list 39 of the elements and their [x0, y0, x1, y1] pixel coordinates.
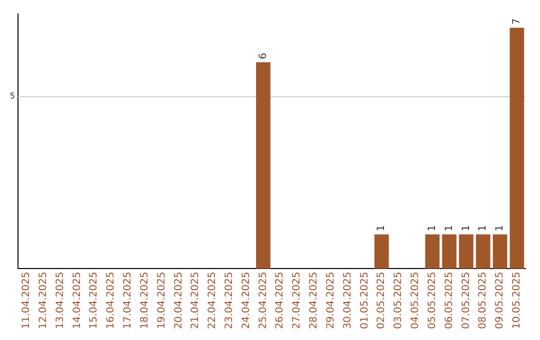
- x-tick-label: 19.04.2025: [156, 272, 168, 330]
- x-tick-label: 08.05.2025: [478, 272, 489, 330]
- ref-line-label: 5: [10, 92, 15, 101]
- x-tick-label: 23.04.2025: [224, 272, 236, 330]
- data-label: 6: [258, 52, 269, 60]
- data-label: 1: [376, 224, 388, 232]
- x-tick-label: 05.05.2025: [426, 272, 438, 330]
- data-label: 1: [426, 224, 438, 232]
- x-tick-label: 15.04.2025: [88, 272, 100, 330]
- x-tick-label: 26.04.2025: [274, 272, 286, 330]
- x-tick-label: 21.04.2025: [190, 272, 202, 330]
- x-tick-label: 13.04.2025: [54, 272, 66, 330]
- data-label: 1: [494, 224, 506, 232]
- x-tick-label: 30.04.2025: [342, 272, 354, 330]
- x-tick-label: 09.05.2025: [494, 272, 506, 330]
- x-tick-label: 01.05.2025: [359, 272, 370, 330]
- x-tick-label: 06.05.2025: [444, 272, 455, 330]
- x-tick-label: 02.05.2025: [376, 272, 388, 330]
- x-tick-label: 04.05.2025: [410, 272, 422, 330]
- x-tick-label: 24.04.2025: [240, 272, 252, 330]
- x-tick-label: 28.04.2025: [308, 272, 320, 330]
- data-label: 1: [460, 224, 472, 232]
- x-tick-label: 11.04.2025: [21, 272, 32, 330]
- x-tick-label: 16.04.2025: [106, 272, 117, 330]
- data-label: 1: [444, 224, 455, 232]
- x-tick-label: 25.04.2025: [258, 272, 269, 330]
- x-tick-label: 10.05.2025: [512, 272, 523, 330]
- x-tick-label: 29.04.2025: [325, 272, 336, 330]
- x-tick-label: 03.05.2025: [393, 272, 404, 330]
- x-tick-label: 07.05.2025: [460, 272, 472, 330]
- data-label: 7: [512, 18, 523, 25]
- x-tick-label: 14.04.2025: [72, 272, 83, 330]
- x-tick-label: 18.04.2025: [139, 272, 150, 330]
- x-tick-label: 12.04.2025: [38, 272, 49, 330]
- x-tick-label: 27.04.2025: [292, 272, 303, 330]
- x-tick-label: 22.04.2025: [207, 272, 218, 330]
- x-tick-label: 17.04.2025: [122, 272, 134, 330]
- data-label: 1: [478, 224, 489, 232]
- x-tick-label: 20.04.2025: [173, 272, 184, 330]
